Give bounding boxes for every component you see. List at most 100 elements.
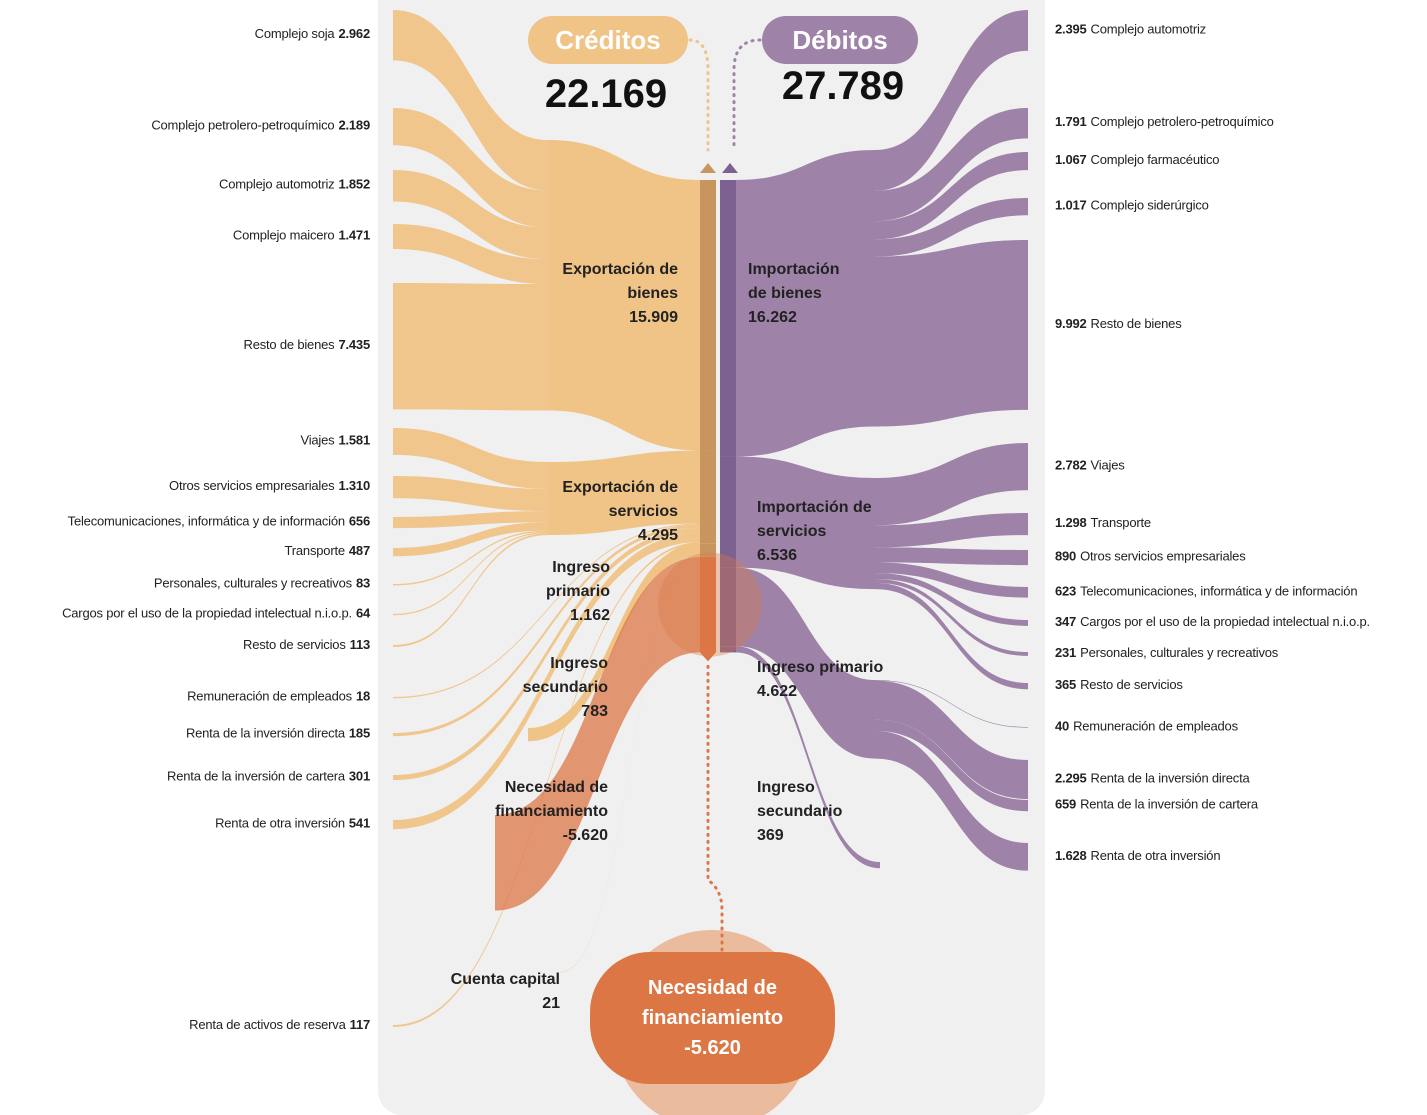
item-label: Viajes 1.581 [300, 433, 370, 448]
group-label: Exportación de servicios 4.295 [538, 476, 678, 548]
item-value: 231 [1055, 645, 1076, 660]
item-name: Complejo siderúrgico [1091, 198, 1209, 213]
group-name: Importación de bienes [748, 261, 840, 302]
item-label: 365 Resto de servicios [1055, 678, 1183, 693]
item-value: 1.017 [1055, 198, 1087, 213]
connector [706, 664, 724, 952]
item-value: 487 [349, 544, 370, 559]
item-flow [875, 513, 1028, 548]
group-name: Exportación de bienes [562, 261, 678, 302]
item-name: Telecomunicaciones, informática y de inf… [1080, 584, 1357, 599]
item-label: Telecomunicaciones, informática y de inf… [68, 514, 370, 529]
item-value: 7.435 [338, 338, 370, 353]
item-value: 659 [1055, 797, 1076, 812]
group-value: 369 [757, 827, 784, 844]
result-halo [658, 552, 762, 657]
debit-bar-segment [720, 567, 736, 647]
item-value: 1.298 [1055, 515, 1087, 530]
item-flow [875, 573, 1028, 626]
group-value: 4.622 [757, 683, 798, 700]
item-name: Viajes [300, 433, 335, 448]
item-label: 659 Renta de la inversión de cartera [1055, 797, 1259, 812]
item-name: Telecomunicaciones, informática y de inf… [68, 514, 345, 529]
debit-bar-segment [720, 646, 736, 653]
item-name: Renta de otra inversión [215, 816, 345, 831]
item-flow [393, 533, 548, 647]
item-name: Renta de la inversión de cartera [167, 769, 346, 784]
item-label: 231 Personales, culturales y recreativos [1055, 645, 1279, 660]
item-name: Complejo soja [255, 27, 336, 42]
debits-pill: Débitos [762, 16, 918, 64]
item-flow [875, 562, 1028, 598]
group-flow [560, 556, 700, 973]
item-label: Renta de la inversión de cartera 301 [167, 769, 370, 784]
item-flow [393, 476, 548, 512]
item-label: 1.298 Transporte [1055, 515, 1151, 530]
item-flow [393, 523, 700, 699]
item-flow [393, 522, 548, 557]
group-value: 1.162 [569, 607, 610, 624]
item-value: 347 [1055, 614, 1076, 629]
item-name: Complejo petrolero-petroquímico [1091, 115, 1274, 130]
item-label: Complejo petrolero-petroquímico 2.189 [151, 118, 370, 133]
item-value: 365 [1055, 678, 1076, 693]
item-flow [875, 719, 1028, 812]
item-name: Resto de servicios [1080, 678, 1183, 693]
group-name: Importación de servicios [757, 499, 872, 540]
item-flow [875, 680, 1028, 800]
group-flow [548, 140, 700, 451]
group-flow [736, 456, 875, 590]
item-value: 2.189 [338, 118, 370, 133]
group-value: 4.295 [637, 527, 678, 544]
item-flow [393, 532, 700, 830]
item-flow [875, 680, 1028, 728]
item-value: 623 [1055, 584, 1076, 599]
item-value: 1.628 [1055, 848, 1087, 863]
item-name: Complejo petrolero-petroquímico [151, 118, 334, 133]
group-name: Necesidad de financiamiento [495, 779, 608, 820]
item-name: Otros servicios empresariales [1080, 549, 1246, 564]
item-name: Transporte [285, 544, 345, 559]
item-value: 1.471 [338, 228, 370, 243]
item-label: 9.992 Resto de bienes [1055, 316, 1182, 331]
group-flow [736, 150, 875, 457]
item-name: Complejo automotriz [219, 177, 334, 192]
debits-total: 27.789 [781, 64, 905, 108]
item-label: Complejo automotriz 1.852 [219, 177, 370, 192]
item-value: 301 [349, 769, 370, 784]
group-value: 6.536 [757, 547, 798, 564]
item-value: 656 [349, 514, 370, 529]
arrow [722, 163, 738, 173]
item-name: Personales, culturales y recreativos [154, 576, 353, 591]
item-flow [875, 198, 1028, 257]
item-label: 347 Cargos por el uso de la propiedad int… [1055, 614, 1370, 629]
debit-bar-segment [720, 456, 736, 568]
debit-bar-segment [720, 180, 736, 457]
item-label: 1.017 Complejo siderúrgico [1055, 198, 1209, 213]
group-label: Ingreso primario 4.622 [757, 656, 927, 704]
item-value: 83 [356, 576, 370, 591]
item-label: 2.782 Viajes [1055, 458, 1125, 473]
group-flow [736, 567, 875, 759]
item-label: 40 Remuneración de empleados [1055, 719, 1239, 734]
result-value: -5.620 [684, 1037, 741, 1059]
item-flow [875, 152, 1028, 240]
item-value: 1.791 [1055, 115, 1087, 130]
group-value: -5.620 [562, 827, 608, 844]
item-label: 623 Telecomunicaciones, informática y de … [1055, 584, 1357, 599]
item-label: Renta de la inversión directa 185 [186, 726, 370, 741]
item-flow [875, 108, 1028, 222]
item-value: 1.581 [338, 433, 370, 448]
item-name: Transporte [1091, 515, 1151, 530]
credit-bar-segment [700, 180, 716, 451]
item-flow [875, 240, 1028, 427]
item-flow [875, 547, 1028, 566]
item-name: Renta de la inversión directa [186, 726, 346, 741]
item-label: Personales, culturales y recreativos 83 [154, 576, 370, 591]
item-value: 2.782 [1055, 458, 1087, 473]
item-label: Transporte 487 [285, 544, 370, 559]
item-flow [393, 170, 548, 260]
item-name: Personales, culturales y recreativos [1080, 645, 1279, 660]
item-value: 18 [356, 689, 370, 704]
